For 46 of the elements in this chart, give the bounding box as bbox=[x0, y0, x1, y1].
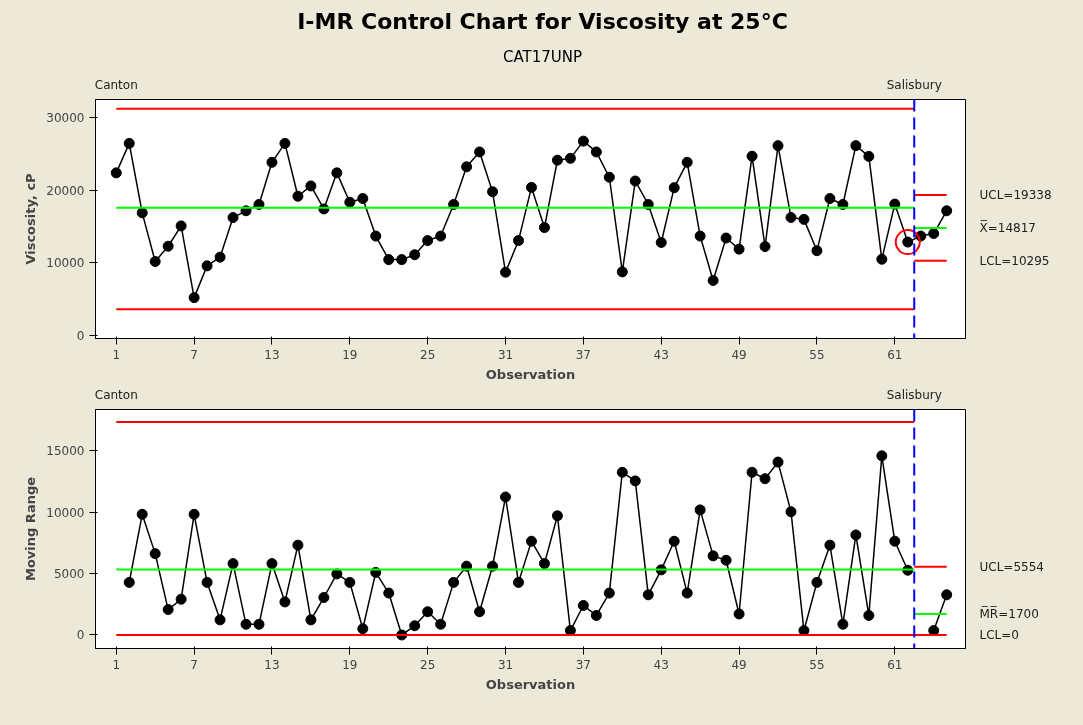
x-tick-label: 49 bbox=[731, 347, 747, 362]
y-tick-label: 10000 bbox=[46, 256, 85, 271]
x-tick-label: 49 bbox=[731, 657, 747, 672]
y-tick-label: 20000 bbox=[46, 183, 85, 198]
text: UCL=5554 bbox=[979, 559, 1044, 574]
text: X̅=14817 bbox=[979, 219, 1036, 235]
text: Salisbury bbox=[886, 387, 942, 402]
x-tick-label: 19 bbox=[342, 657, 358, 672]
x-tick-label: 43 bbox=[653, 657, 669, 672]
y-tick-label: 0 bbox=[76, 328, 85, 343]
x-tick-label: 19 bbox=[342, 347, 358, 362]
chart-title: I-MR Control Chart for Viscosity at 25°C bbox=[297, 8, 788, 36]
x-tick-label: 37 bbox=[575, 347, 592, 362]
text: UCL=19338 bbox=[979, 187, 1052, 202]
x-tick-label: 1 bbox=[112, 657, 121, 672]
x-tick-label: 7 bbox=[190, 347, 198, 362]
text: Salisbury bbox=[886, 77, 942, 92]
x-tick-label: 55 bbox=[809, 347, 825, 362]
x-tick-label: 55 bbox=[809, 657, 825, 672]
x-tick-label: 13 bbox=[264, 347, 280, 362]
text: Canton bbox=[94, 77, 138, 92]
y-tick-label: 0 bbox=[76, 628, 85, 643]
x-tick-label: 25 bbox=[420, 657, 436, 672]
text: LCL=0 bbox=[979, 627, 1019, 642]
y-tick-label: 5000 bbox=[53, 566, 85, 581]
y-axis-title: Viscosity, cP bbox=[23, 173, 39, 265]
y-tick-label: 15000 bbox=[46, 444, 85, 459]
x-tick-label: 25 bbox=[420, 347, 436, 362]
chart-subtitle: CAT17UNP bbox=[502, 47, 583, 69]
y-axis-title: Moving Range bbox=[23, 476, 39, 581]
x-tick-label: 31 bbox=[497, 347, 514, 362]
text: Canton bbox=[94, 387, 138, 402]
x-tick-label: 7 bbox=[190, 657, 198, 672]
x-tick-label: 1 bbox=[112, 347, 121, 362]
y-tick-label: 30000 bbox=[46, 111, 85, 125]
text: LCL=10295 bbox=[979, 253, 1050, 268]
x-tick-label: 61 bbox=[887, 657, 903, 672]
x-axis-title: Observation bbox=[485, 676, 576, 692]
y-tick-label: 10000 bbox=[46, 505, 85, 520]
x-tick-label: 13 bbox=[264, 657, 280, 672]
text: M̅R̅=1700 bbox=[979, 605, 1039, 621]
x-tick-label: 37 bbox=[575, 657, 592, 672]
x-tick-label: 61 bbox=[887, 347, 903, 362]
x-axis-title: Observation bbox=[485, 366, 576, 382]
x-tick-label: 31 bbox=[497, 657, 514, 672]
x-tick-label: 43 bbox=[653, 347, 669, 362]
